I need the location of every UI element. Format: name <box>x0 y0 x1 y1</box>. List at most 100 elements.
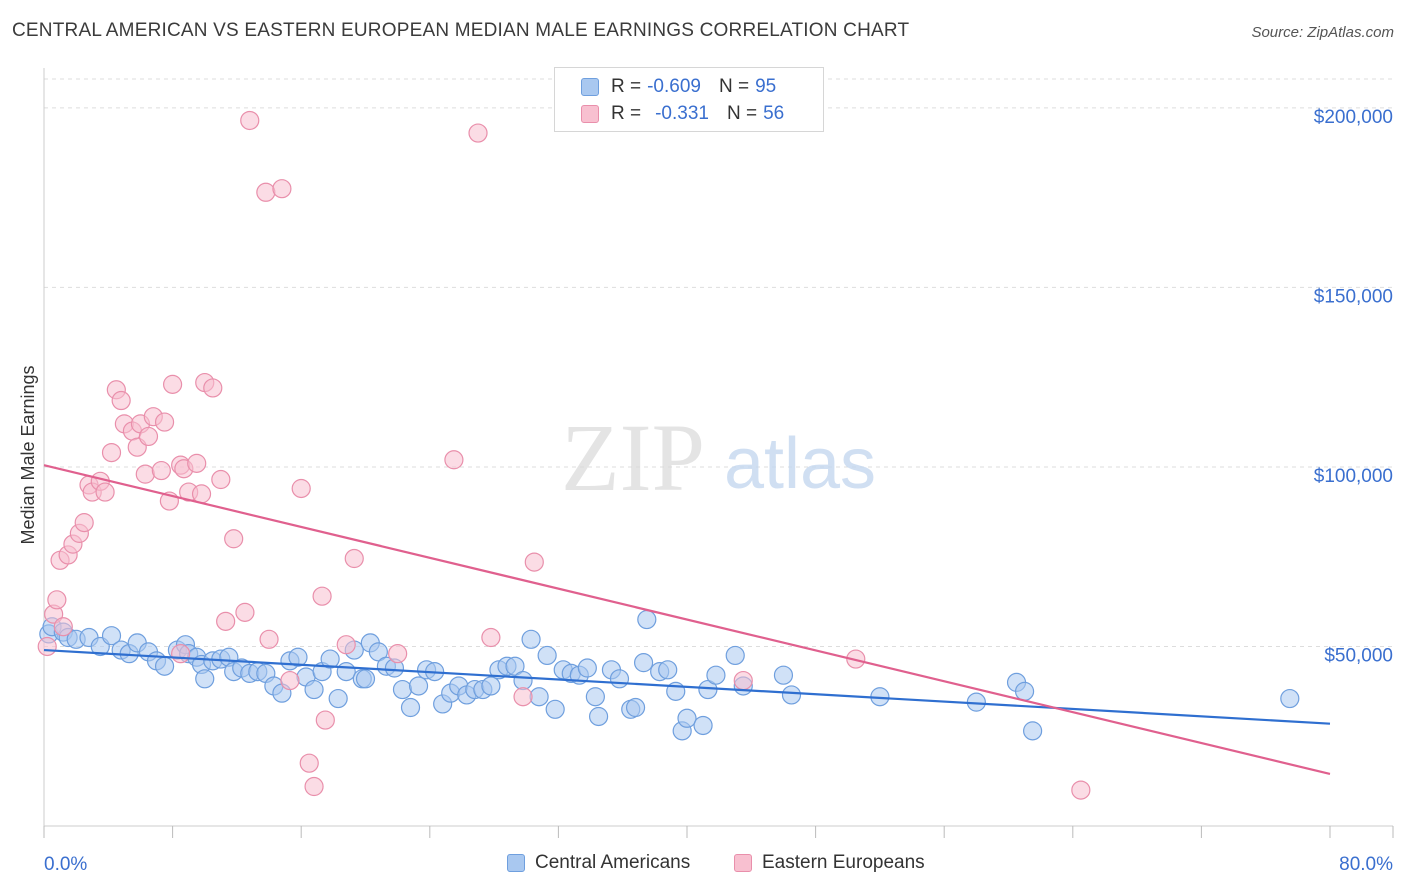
central-american-point <box>633 653 654 673</box>
central-american-point <box>529 687 549 707</box>
central-american-point <box>481 676 501 696</box>
x-tick-label: 80.0% <box>1339 854 1393 875</box>
central-american-point <box>693 715 713 736</box>
eastern-european-point <box>47 590 67 610</box>
trend-line-central-americans <box>43 648 1331 725</box>
eastern-european-point <box>216 611 236 631</box>
y-tick-label: $100,000 <box>1314 466 1393 487</box>
y-tick-label: $200,000 <box>1314 107 1393 128</box>
central-american-point <box>400 697 421 718</box>
series-swatch-blue <box>507 854 525 872</box>
x-tick-label: 0.0% <box>44 854 87 875</box>
central-american-point <box>521 629 541 649</box>
eastern-european-point <box>524 552 544 572</box>
watermark-atlas: atlas <box>724 424 876 504</box>
central-american-point <box>781 685 802 705</box>
eastern-european-point <box>513 687 533 707</box>
central-american-point <box>677 708 697 728</box>
eastern-european-point <box>154 412 175 432</box>
y-axis-title: Median Male Earnings <box>18 365 38 544</box>
central-american-point <box>320 649 340 669</box>
series-swatch-pink <box>734 854 752 872</box>
eastern-european-point <box>272 179 292 199</box>
chart-title: CENTRAL AMERICAN VS EASTERN EUROPEAN MED… <box>12 20 910 41</box>
eastern-european-point <box>256 182 276 202</box>
eastern-european-point <box>37 636 57 657</box>
central-american-point <box>513 670 533 691</box>
legend-n-value: 56 <box>763 103 785 124</box>
eastern-european-point <box>312 586 332 606</box>
central-american-point <box>408 676 429 696</box>
series-legend-eastern-europeans: Eastern Europeans <box>734 852 925 874</box>
legend-row-eastern-europeans: R = -0.331 N = 56 <box>555 101 784 127</box>
legend-row-central-americans: R = -0.609 N = 95 <box>555 74 776 100</box>
series-label: Central Americans <box>535 852 691 873</box>
legend-r-value: -0.331 <box>655 103 709 124</box>
central-american-point <box>1280 688 1300 709</box>
central-american-point <box>637 609 657 630</box>
central-american-point <box>625 697 646 718</box>
central-american-point <box>1023 721 1043 741</box>
eastern-european-point <box>95 482 115 502</box>
central-american-point <box>355 669 376 689</box>
central-american-point <box>195 669 215 689</box>
central-american-point <box>545 699 565 719</box>
eastern-european-point <box>291 478 311 499</box>
eastern-european-point <box>315 710 335 730</box>
legend-swatch-blue <box>581 78 599 96</box>
central-american-point <box>101 626 122 646</box>
eastern-european-point <box>163 374 183 394</box>
central-american-point <box>773 665 794 685</box>
legend-r-label: R = <box>611 103 642 124</box>
eastern-european-point <box>733 670 753 691</box>
central-american-point <box>336 662 356 682</box>
eastern-european-point <box>135 464 155 484</box>
eastern-european-point <box>211 469 231 490</box>
eastern-european-point <box>344 548 364 569</box>
y-tick-label: $50,000 <box>1324 645 1393 666</box>
eastern-european-point <box>191 484 212 504</box>
legend-n-label: N = <box>718 76 750 97</box>
eastern-european-point <box>304 776 324 797</box>
central-american-point <box>154 656 175 676</box>
eastern-european-point <box>481 627 501 648</box>
eastern-european-point <box>388 644 408 664</box>
central-american-point <box>725 645 745 666</box>
eastern-european-point <box>138 426 159 447</box>
eastern-european-point <box>240 110 260 131</box>
central-american-point <box>706 665 726 685</box>
eastern-european-point <box>235 602 255 622</box>
eastern-european-point <box>74 513 94 533</box>
eastern-european-point <box>1071 780 1091 800</box>
watermark-zip: ZIP <box>561 404 705 511</box>
eastern-european-point <box>203 378 223 398</box>
eastern-european-point <box>336 635 356 655</box>
series-legend-central-americans: Central Americans <box>507 852 690 874</box>
eastern-european-point <box>259 629 279 649</box>
central-american-point <box>1014 681 1035 701</box>
trend-line-eastern-europeans <box>43 464 1331 776</box>
eastern-european-point <box>299 753 319 773</box>
central-american-point <box>609 669 630 689</box>
legend-n-label: N = <box>726 103 758 124</box>
correlation-legend: R = -0.609 N = 95 R = -0.331 N = 56 <box>554 67 824 132</box>
central-american-point <box>304 679 324 700</box>
eastern-european-point <box>53 617 73 637</box>
series-legend: Central Americans Eastern Europeans <box>0 852 1406 878</box>
legend-r-value: -0.609 <box>647 76 701 97</box>
eastern-european-point <box>111 390 131 411</box>
central-american-point <box>368 642 388 662</box>
eastern-european-point <box>101 442 122 463</box>
central-american-point <box>505 656 525 676</box>
central-american-point <box>577 658 597 678</box>
central-american-point <box>537 645 557 666</box>
eastern-european-point <box>280 670 300 691</box>
eastern-european-point <box>468 123 488 143</box>
eastern-european-point <box>224 529 244 549</box>
central-american-point <box>392 679 413 700</box>
eastern-european-point <box>444 450 464 470</box>
eastern-european-point <box>187 453 207 473</box>
central-american-point <box>585 687 605 707</box>
source-credit: Source: ZipAtlas.com <box>1251 24 1394 41</box>
central-american-point <box>588 706 609 727</box>
